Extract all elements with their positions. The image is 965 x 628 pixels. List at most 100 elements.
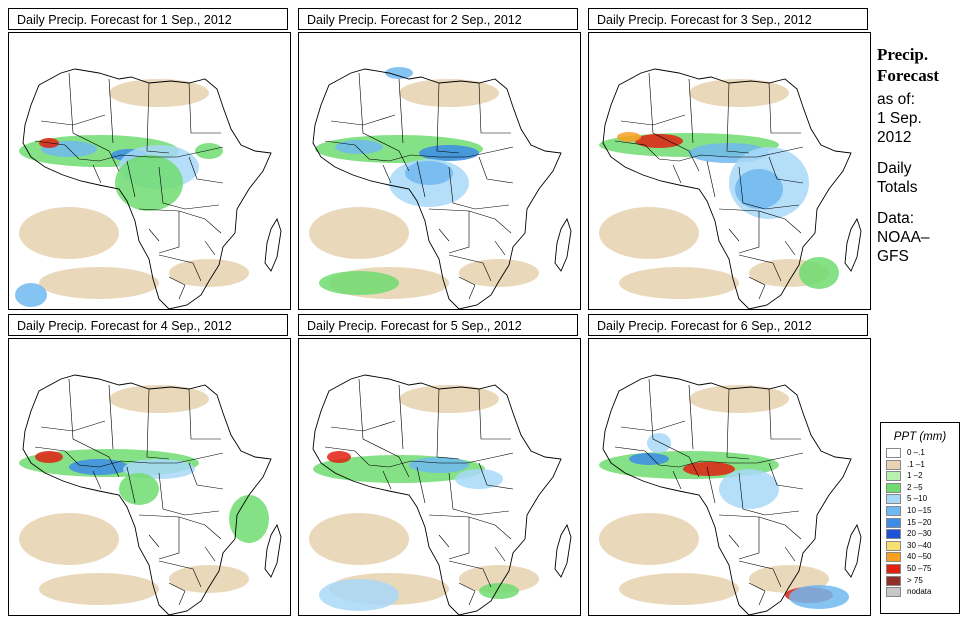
- panel-title: Daily Precip. Forecast for 3 Sep., 2012: [588, 8, 868, 30]
- precip-area: [647, 433, 671, 453]
- country-border: [204, 240, 216, 256]
- legend-row: 10 –15: [881, 505, 959, 517]
- country-border: [324, 446, 514, 468]
- legend-label: > 75: [907, 575, 923, 585]
- country-border: [620, 420, 686, 432]
- country-border: [726, 82, 750, 154]
- precip-area: [115, 155, 183, 211]
- country-border: [738, 472, 800, 516]
- country-border: [448, 560, 492, 588]
- africa-coastline: [22, 68, 272, 309]
- country-border: [748, 582, 766, 606]
- legend-label: 20 –30: [907, 529, 932, 539]
- precip-map: [588, 338, 871, 616]
- country-border: [188, 462, 224, 490]
- forecast-panel-day-6: Daily Precip. Forecast for 6 Sep., 2012: [588, 314, 871, 616]
- africa-map-svg: [599, 68, 862, 309]
- madagascar-coastline: [844, 217, 862, 272]
- forecast-panel-day-2: Daily Precip. Forecast for 2 Sep., 2012: [298, 8, 581, 310]
- country-border: [416, 160, 426, 198]
- legend-swatch: [886, 575, 901, 586]
- country-border: [126, 160, 136, 198]
- country-border: [468, 210, 512, 234]
- country-border: [768, 388, 801, 440]
- legend-label: 15 –20: [907, 517, 932, 527]
- country-border: [146, 388, 170, 460]
- country-border: [688, 384, 694, 450]
- country-border: [648, 72, 700, 172]
- country-border: [726, 388, 750, 460]
- country-border: [738, 560, 782, 588]
- panel-title: Daily Precip. Forecast for 4 Sep., 2012: [8, 314, 288, 336]
- forecast-panel-day-3: Daily Precip. Forecast for 3 Sep., 2012: [588, 8, 871, 310]
- country-border: [758, 516, 802, 540]
- country-border: [398, 78, 404, 144]
- country-border: [178, 210, 222, 234]
- precip-area: [119, 473, 159, 505]
- country-border: [436, 388, 460, 460]
- country-border: [494, 546, 506, 562]
- legend-row: > 75: [881, 575, 959, 587]
- legend-label: 10 –15: [907, 505, 932, 515]
- precip-area: [617, 132, 641, 142]
- legend-swatch: [886, 448, 901, 458]
- madagascar-coastline: [844, 523, 862, 578]
- country-border: [688, 78, 694, 144]
- country-border: [478, 388, 511, 440]
- country-border: [138, 208, 180, 254]
- precip-area: [327, 451, 351, 463]
- country-border: [416, 466, 426, 504]
- precip-area: [683, 462, 735, 476]
- country-border: [672, 164, 682, 184]
- light-precip-area: [399, 79, 499, 107]
- precip-map: [588, 32, 871, 310]
- madagascar-coastline: [264, 523, 282, 578]
- precip-map: [298, 32, 581, 310]
- country-border: [748, 276, 766, 300]
- light-precip-area: [399, 385, 499, 413]
- country-border: [768, 82, 801, 134]
- country-border: [178, 516, 222, 540]
- country-border: [458, 582, 476, 606]
- panel-title: Daily Precip. Forecast for 2 Sep., 2012: [298, 8, 578, 30]
- country-border: [108, 78, 114, 144]
- light-precip-area: [459, 259, 539, 287]
- country-border: [126, 466, 136, 504]
- legend-label: 30 –40: [907, 540, 932, 550]
- forecast-panel-day-1: Daily Precip. Forecast for 1 Sep., 2012: [8, 8, 291, 310]
- precip-area: [35, 451, 63, 463]
- country-border: [738, 254, 782, 282]
- country-border: [398, 384, 404, 450]
- forecast-panel-day-5: Daily Precip. Forecast for 5 Sep., 2012: [298, 314, 581, 616]
- country-border: [648, 378, 700, 478]
- country-border: [330, 420, 396, 432]
- country-border: [146, 82, 170, 154]
- country-border: [204, 546, 216, 562]
- legend-row: 40 –50: [881, 551, 959, 563]
- country-border: [68, 72, 120, 172]
- totals-line-1: Daily: [877, 160, 912, 177]
- legend-label: 0 –.1: [907, 448, 925, 457]
- country-border: [324, 140, 514, 162]
- country-border: [158, 254, 202, 282]
- country-border: [738, 166, 800, 210]
- country-border: [40, 114, 106, 126]
- asof-date-line-1: 1 Sep.: [877, 110, 922, 127]
- country-border: [158, 560, 202, 588]
- country-border: [478, 82, 511, 134]
- africa-coastline: [312, 68, 562, 309]
- country-border: [768, 156, 804, 184]
- light-precip-area: [39, 573, 159, 605]
- country-border: [330, 114, 396, 126]
- country-border: [92, 470, 102, 490]
- country-border: [382, 164, 392, 184]
- legend-swatch: [886, 471, 901, 482]
- country-border: [188, 82, 221, 134]
- africa-coastline: [312, 374, 562, 615]
- country-border: [468, 516, 512, 540]
- precip-area: [735, 169, 783, 209]
- precip-area: [319, 271, 399, 295]
- light-precip-area: [169, 259, 249, 287]
- country-border: [758, 210, 802, 234]
- madagascar-coastline: [554, 217, 572, 272]
